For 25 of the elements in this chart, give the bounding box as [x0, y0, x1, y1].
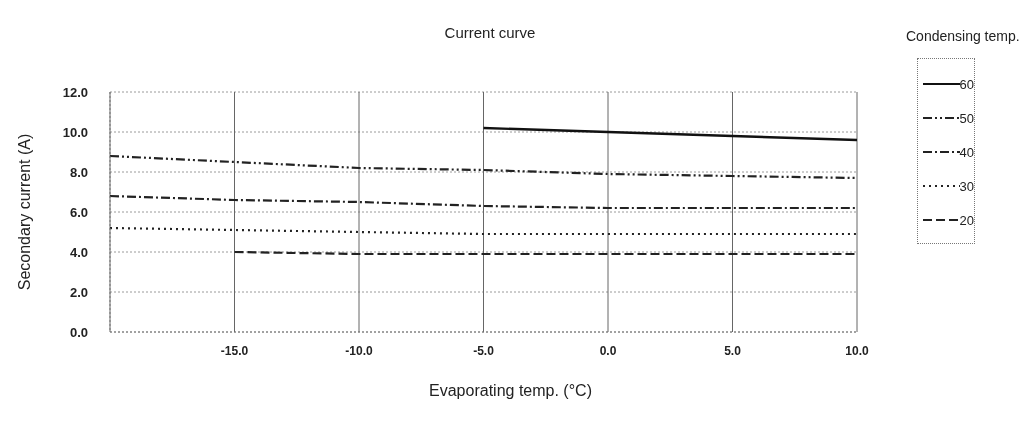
y-tick-label: 8.0 [69, 164, 88, 180]
y-axis-title: Secondary current (A) [15, 133, 33, 291]
y-tick-label: 0.0 [69, 324, 88, 340]
x-tick-label: -5.0 [473, 343, 495, 358]
y-tick-label: 4.0 [69, 244, 88, 260]
legend-title: Condensing temp. [906, 28, 1019, 44]
legend-label: 40 [959, 144, 974, 160]
line-series [110, 194, 857, 210]
y-tick-label: 12.0 [62, 84, 88, 100]
legend-label: 50 [959, 110, 974, 126]
y-tick-label: 6.0 [69, 204, 88, 220]
x-tick-label: 0.0 [599, 343, 617, 358]
y-tick-label: 10.0 [62, 124, 88, 140]
x-tick-label: 10.0 [845, 343, 869, 358]
line-series [482, 126, 857, 142]
x-axis-title: Evaporating temp. (°C) [429, 382, 592, 399]
x-tick-label: 5.0 [724, 343, 742, 358]
legend-label: 20 [959, 212, 974, 228]
chart-title: Current curve [443, 24, 537, 41]
y-tick-label: 2.0 [69, 284, 88, 300]
x-tick-label: -10.0 [345, 343, 373, 358]
x-tick-label: -15.0 [220, 343, 249, 358]
legend-label: 60 [959, 76, 974, 92]
line-series [110, 154, 857, 180]
legend-label: 30 [959, 178, 974, 194]
